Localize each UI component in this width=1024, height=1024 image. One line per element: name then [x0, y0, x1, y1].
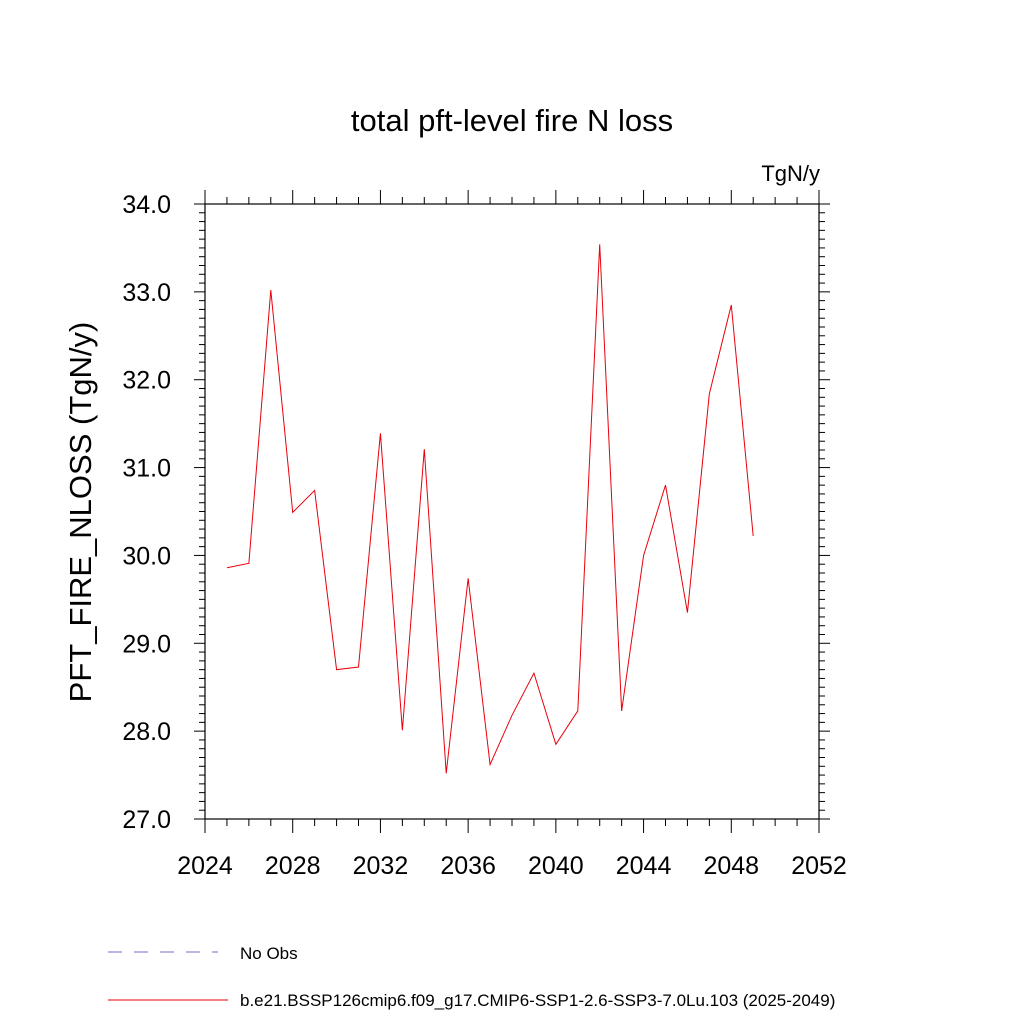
- data-point: [226, 567, 227, 568]
- x-tick-label: 2044: [616, 852, 672, 880]
- data-point: [468, 578, 469, 579]
- y-tick-label: 34.0: [122, 191, 171, 219]
- data-point: [533, 673, 534, 674]
- plot-frame: [204, 203, 820, 820]
- y-tick-label: 28.0: [122, 718, 171, 746]
- data-point: [402, 730, 403, 731]
- x-tick-label: 2032: [353, 852, 409, 880]
- x-tick-label: 2036: [440, 852, 496, 880]
- data-point: [665, 485, 666, 486]
- x-tick-label: 2052: [791, 852, 847, 880]
- legend: No Obs b.e21.BSSP126cmip6.f09_g17.CMIP6-…: [108, 944, 835, 1010]
- x-tick-label: 2040: [528, 852, 584, 880]
- data-point: [577, 710, 578, 711]
- legend-label-no-obs: No Obs: [240, 944, 298, 963]
- x-axis-tick-labels: 2024 2028 2032 2036 2040 2044 2048 2052: [177, 852, 847, 880]
- y-tick-label: 31.0: [122, 455, 171, 483]
- data-point: [248, 563, 249, 564]
- data-point: [511, 715, 512, 716]
- data-point: [731, 304, 732, 305]
- data-point: [753, 536, 754, 537]
- data-point: [270, 290, 271, 291]
- data-point: [555, 744, 556, 745]
- y-axis-tick-labels: 27.0 28.0 29.0 30.0 31.0 32.0 33.0 34.0: [122, 191, 171, 834]
- y-axis-label: PFT_FIRE_NLOSS (TgN/y): [63, 322, 98, 703]
- units-label: TgN/y: [761, 161, 820, 186]
- y-tick-label: 33.0: [122, 279, 171, 307]
- data-point: [599, 244, 600, 245]
- x-tick-label: 2028: [265, 852, 321, 880]
- data-point: [424, 449, 425, 450]
- y-tick-label: 27.0: [122, 806, 171, 834]
- plot-area-border: [204, 203, 820, 820]
- series-line-0: [226, 244, 754, 774]
- data-point: [643, 555, 644, 556]
- x-tick-label: 2024: [177, 852, 233, 880]
- y-tick-label: 30.0: [122, 542, 171, 570]
- chart-title: total pft-level fire N loss: [351, 103, 673, 138]
- x-tick-label: 2048: [703, 852, 759, 880]
- legend-label-model-run: b.e21.BSSP126cmip6.f09_g17.CMIP6-SSP1-2.…: [240, 991, 835, 1010]
- data-point: [446, 773, 447, 774]
- data-point: [358, 666, 359, 667]
- data-point: [336, 669, 337, 670]
- y-tick-label: 29.0: [122, 630, 171, 658]
- series-group: [226, 244, 754, 774]
- data-point: [621, 710, 622, 711]
- data-point: [314, 490, 315, 491]
- data-point: [709, 393, 710, 394]
- data-point: [687, 612, 688, 613]
- data-point: [380, 433, 381, 434]
- data-point: [489, 764, 490, 765]
- y-axis-ticks: [194, 203, 830, 820]
- data-point: [292, 512, 293, 513]
- y-tick-label: 32.0: [122, 367, 171, 395]
- x-axis-ticks: [204, 190, 820, 833]
